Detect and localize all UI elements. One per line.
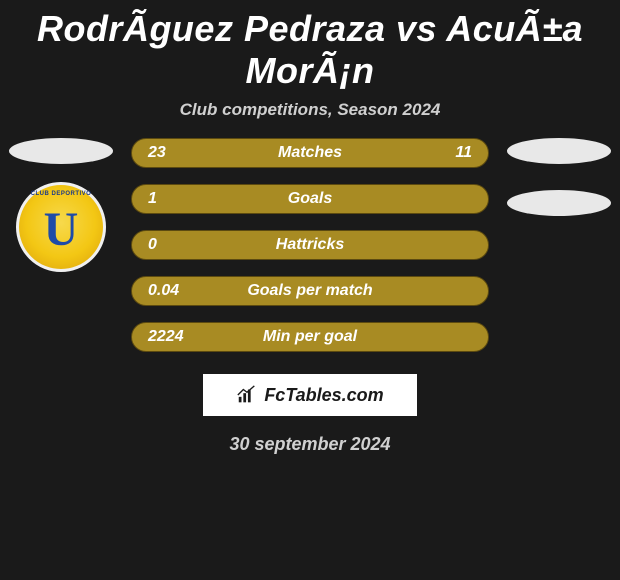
chart-icon <box>236 384 258 406</box>
stat-right-value: 11 <box>432 144 472 162</box>
stat-bar: 1 Goals <box>131 184 489 214</box>
content-row: CLUB DEPORTIVO U 23Matches111Goals0Hattr… <box>0 138 620 352</box>
date-text: 30 september 2024 <box>0 434 620 455</box>
right-column <box>507 138 611 216</box>
page-title: RodrÃ­guez Pedraza vs AcuÃ±a MorÃ¡n <box>0 0 620 92</box>
badge-arc-text: CLUB DEPORTIVO <box>31 191 92 197</box>
stat-label: Goals <box>288 190 332 208</box>
player-ellipse-right-2 <box>507 190 611 216</box>
player-ellipse-right-1 <box>507 138 611 164</box>
brand-logo[interactable]: FcTables.com <box>203 374 417 416</box>
stat-left-value: 1 <box>148 190 188 208</box>
left-column: CLUB DEPORTIVO U <box>9 138 113 272</box>
brand-text: FcTables.com <box>264 385 383 406</box>
stat-bar: 23 Matches 11 <box>131 138 489 168</box>
stat-label: Min per goal <box>263 328 357 346</box>
badge-letter: U <box>44 206 79 254</box>
club-badge-left: CLUB DEPORTIVO U <box>16 182 106 272</box>
stat-left-value: 2224 <box>148 328 188 346</box>
stats-bars: 23Matches111Goals0Hattricks0.04Goals per… <box>131 138 489 352</box>
stat-bar: 0.04 Goals per match <box>131 276 489 306</box>
stat-bar: 2224 Min per goal <box>131 322 489 352</box>
player-ellipse-left <box>9 138 113 164</box>
stat-label: Matches <box>278 144 342 162</box>
stat-label: Goals per match <box>247 282 372 300</box>
comparison-card: RodrÃ­guez Pedraza vs AcuÃ±a MorÃ¡n Club… <box>0 0 620 455</box>
stat-label: Hattricks <box>276 236 344 254</box>
stat-bar: 0 Hattricks <box>131 230 489 260</box>
stat-left-value: 0.04 <box>148 282 188 300</box>
stat-left-value: 0 <box>148 236 188 254</box>
stat-left-value: 23 <box>148 144 188 162</box>
subtitle: Club competitions, Season 2024 <box>0 92 620 138</box>
